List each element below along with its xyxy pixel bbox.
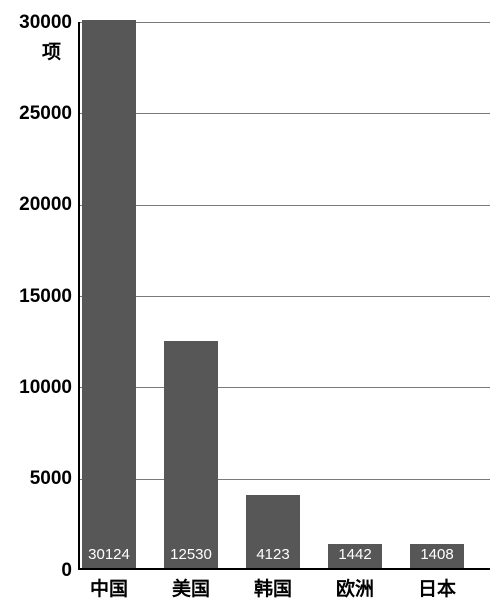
- gridline: [78, 296, 490, 297]
- gridline: [78, 387, 490, 388]
- y-tick-label: 5000: [10, 469, 72, 488]
- bar-value-label: 12530: [164, 547, 218, 562]
- y-tick-label: 15000: [10, 287, 72, 306]
- gridline: [78, 568, 490, 570]
- category-label: 欧洲: [314, 580, 396, 599]
- bar-chart: 0 5000 10000 15000 20000 25000 30000 项 30124 中国 12…: [0, 0, 500, 609]
- gridline: [78, 205, 490, 206]
- bar-value-label: 4123: [246, 547, 300, 562]
- y-tick-label: 30000: [10, 13, 72, 32]
- bar-value-label: 1408: [410, 547, 464, 562]
- bar-value-label: 30124: [82, 547, 136, 562]
- y-unit-label: 项: [42, 43, 61, 62]
- gridline: [78, 113, 490, 114]
- bar: [164, 341, 218, 568]
- category-label: 美国: [150, 580, 232, 599]
- y-tick-label: 20000: [10, 195, 72, 214]
- y-tick-label: 25000: [10, 104, 72, 123]
- gridline: [78, 22, 490, 23]
- y-tick-label: 10000: [10, 378, 72, 397]
- y-tick-label: 0: [10, 561, 72, 580]
- bar: [82, 20, 136, 568]
- category-label: 韩国: [232, 580, 314, 599]
- y-axis-line: [78, 22, 80, 570]
- category-label: 日本: [396, 580, 478, 599]
- category-label: 中国: [68, 580, 150, 599]
- bar-value-label: 1442: [328, 547, 382, 562]
- gridline: [78, 479, 490, 480]
